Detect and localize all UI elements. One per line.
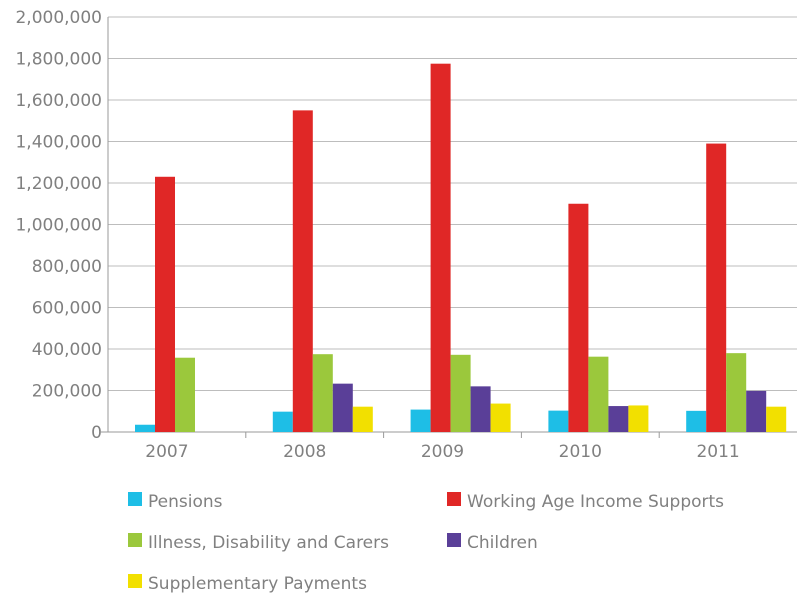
legend-label-illness-disability-and-carers: Illness, Disability and Carers bbox=[148, 533, 389, 553]
y-tick-label: 2,000,000 bbox=[15, 8, 102, 28]
bar-working-age-income-supports-2007 bbox=[155, 176, 175, 432]
bar-pensions-2010 bbox=[548, 410, 569, 432]
bar-supplementary-payments-2010 bbox=[628, 405, 649, 432]
legend-label-working-age-income-supports: Working Age Income Supports bbox=[467, 492, 724, 512]
legend-swatch-working-age-income-supports bbox=[447, 492, 461, 506]
legend-swatch-supplementary-payments bbox=[128, 574, 142, 588]
y-tick-label: 400,000 bbox=[32, 340, 102, 360]
y-tick-label: 1,600,000 bbox=[15, 91, 102, 111]
y-tick-label: 800,000 bbox=[32, 257, 102, 277]
x-tick-label: 2009 bbox=[421, 442, 464, 462]
bar-children-2010 bbox=[608, 406, 629, 432]
legend-swatch-illness-disability-and-carers bbox=[128, 533, 142, 547]
bar-working-age-income-supports-2008 bbox=[292, 110, 313, 432]
bar-children-2008 bbox=[332, 383, 353, 432]
bar-working-age-income-supports-2009 bbox=[430, 63, 451, 432]
bar-working-age-income-supports-2011 bbox=[706, 143, 727, 432]
bar-children-2009 bbox=[470, 386, 491, 432]
bar-supplementary-payments-2011 bbox=[766, 406, 787, 432]
x-tick-label: 2011 bbox=[696, 442, 739, 462]
bar-supplementary-payments-2009 bbox=[490, 403, 511, 432]
bar-children-2011 bbox=[746, 390, 767, 432]
legend-label-supplementary-payments: Supplementary Payments bbox=[148, 574, 367, 594]
y-tick-label: 200,000 bbox=[32, 382, 102, 402]
legend-label-pensions: Pensions bbox=[148, 492, 223, 512]
y-tick-label: 1,400,000 bbox=[15, 133, 102, 153]
bar-pensions-2007 bbox=[135, 424, 155, 432]
legend-swatch-pensions bbox=[128, 492, 142, 506]
y-tick-label: 1,200,000 bbox=[15, 174, 102, 194]
y-tick-label: 1,000,000 bbox=[15, 216, 102, 236]
bar-supplementary-payments-2008 bbox=[352, 406, 373, 432]
bar-illness-disability-and-carers-2011 bbox=[726, 353, 747, 432]
bar-pensions-2011 bbox=[686, 410, 707, 432]
y-tick-label: 0 bbox=[91, 423, 102, 443]
bar-pensions-2008 bbox=[272, 411, 293, 432]
bar-illness-disability-and-carers-2009 bbox=[450, 354, 471, 432]
x-tick-label: 2010 bbox=[559, 442, 602, 462]
bar-working-age-income-supports-2010 bbox=[568, 203, 589, 432]
legend-label-children: Children bbox=[467, 533, 538, 553]
bar-illness-disability-and-carers-2007 bbox=[175, 357, 195, 432]
y-tick-label: 1,800,000 bbox=[15, 50, 102, 70]
bar-illness-disability-and-carers-2008 bbox=[312, 354, 333, 432]
legend-swatch-children bbox=[447, 533, 461, 547]
y-tick-label: 600,000 bbox=[32, 299, 102, 319]
bar-illness-disability-and-carers-2010 bbox=[588, 356, 609, 432]
x-tick-label: 2007 bbox=[145, 442, 188, 462]
bar-pensions-2009 bbox=[410, 409, 431, 432]
x-tick-label: 2008 bbox=[283, 442, 326, 462]
